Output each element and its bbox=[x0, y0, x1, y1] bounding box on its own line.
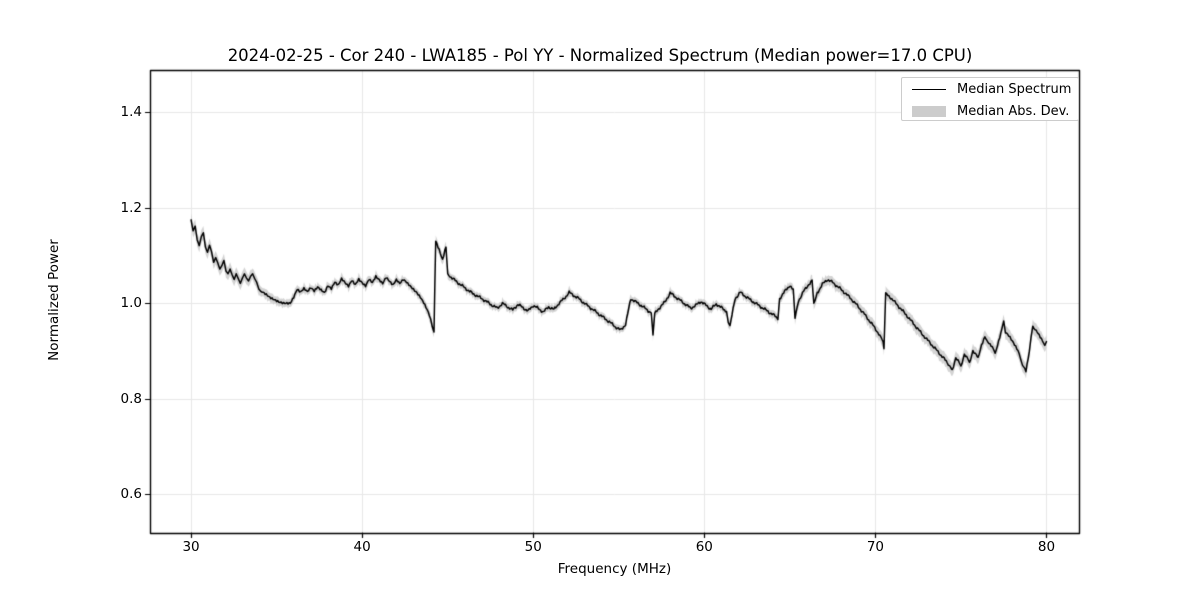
legend-line-icon bbox=[909, 88, 949, 90]
legend-entry-median-abs-dev: Median Abs. Dev. bbox=[902, 100, 1078, 122]
legend-patch-icon bbox=[909, 105, 949, 117]
legend-entry-median-spectrum: Median Spectrum bbox=[902, 78, 1078, 100]
legend-label-median-spectrum: Median Spectrum bbox=[957, 81, 1072, 97]
legend-label-median-abs-dev: Median Abs. Dev. bbox=[957, 103, 1070, 119]
chart-legend: Median Spectrum Median Abs. Dev. bbox=[901, 77, 1079, 121]
